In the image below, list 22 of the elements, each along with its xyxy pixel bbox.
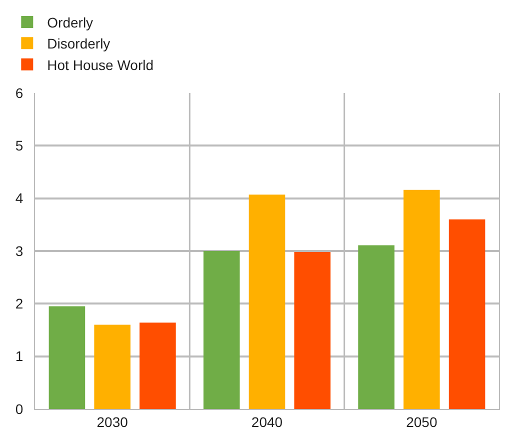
legend-label: Orderly xyxy=(47,14,94,30)
x-tick-label: 2040 xyxy=(251,414,283,430)
bar xyxy=(358,245,394,409)
y-tick-label: 1 xyxy=(15,348,24,364)
y-tick-label: 3 xyxy=(15,242,24,259)
x-tick-label: 2030 xyxy=(96,414,128,430)
y-tick-label: 4 xyxy=(15,190,24,206)
bar xyxy=(203,251,240,409)
bar xyxy=(294,252,331,409)
bar xyxy=(448,219,486,409)
y-tick-label: 0 xyxy=(15,400,24,417)
legend-label: Disorderly xyxy=(47,36,110,52)
y-tick-label: 2 xyxy=(15,296,24,312)
y-tick-label: 6 xyxy=(15,84,24,101)
legend-label: Hot House World xyxy=(47,56,154,73)
bar xyxy=(140,322,176,409)
y-tick-label: 5 xyxy=(15,138,24,154)
x-tick-label: 2050 xyxy=(406,414,438,430)
bar xyxy=(94,324,130,409)
bar xyxy=(248,194,286,409)
bar xyxy=(404,190,440,409)
bar xyxy=(48,306,86,409)
